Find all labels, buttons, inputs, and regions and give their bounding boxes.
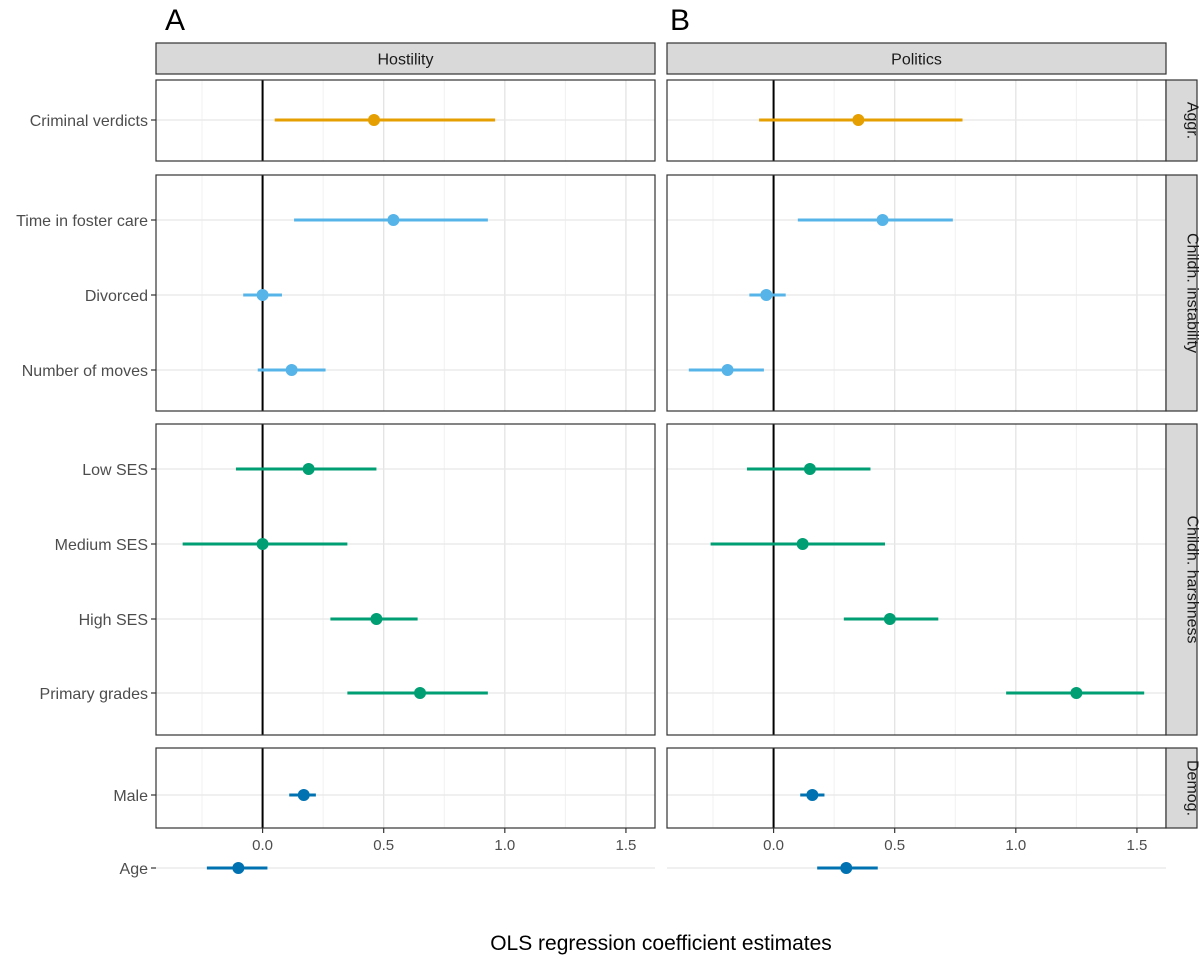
x-tick-label: 0.5	[373, 837, 394, 854]
y-tick-label-time-in-foster-care: Time in foster care	[16, 213, 148, 230]
panel-background	[156, 748, 655, 828]
y-tick-label-criminal-verdicts: Criminal verdicts	[30, 113, 148, 130]
panel-border	[155, 747, 656, 829]
facet-strip-label-childh-harshness: Childh. harshness	[1184, 515, 1200, 643]
estimate-point-politics-male	[806, 789, 819, 801]
estimate-point-politics-medium-ses	[796, 538, 809, 550]
estimate-point-hostility-medium-ses	[256, 538, 269, 550]
facet-strip-label-hostility: Hostility	[377, 52, 433, 69]
y-tick-label-age: Age	[120, 861, 149, 878]
estimate-point-politics-primary-grades	[1070, 687, 1083, 699]
x-axis-title: OLS regression coefficient estimates	[490, 932, 832, 955]
estimate-point-politics-time-in-foster-care	[876, 214, 889, 226]
facet-strip-label-demog: Demog.	[1184, 760, 1200, 816]
panel-label-a: A	[165, 4, 185, 37]
estimate-point-hostility-primary-grades	[414, 687, 427, 699]
panel-label-b: B	[670, 4, 690, 37]
facet-strip-childh-instability	[1165, 174, 1198, 412]
estimate-point-politics-divorced	[760, 289, 773, 301]
panel-background	[156, 175, 655, 411]
panel-border	[155, 423, 656, 736]
y-tick-label-low-ses: Low SES	[82, 462, 148, 479]
panel-background	[667, 175, 1166, 411]
estimate-point-hostility-number-of-moves	[285, 364, 298, 376]
estimate-point-hostility-male	[297, 789, 310, 801]
facet-strip-childh-harshness	[1165, 423, 1198, 736]
x-tick-label: 0.5	[884, 837, 905, 854]
y-tick-label-medium-ses: Medium SES	[55, 537, 148, 554]
panel-background	[667, 748, 1166, 828]
estimate-point-hostility-age	[232, 862, 245, 874]
estimate-point-politics-criminal-verdicts	[852, 114, 865, 126]
facet-strip-label-childh-instability: Childh. instability	[1184, 233, 1200, 353]
x-tick-label: 0.0	[763, 837, 784, 854]
panel-border	[155, 174, 656, 412]
y-tick-label-male: Male	[113, 788, 148, 805]
estimate-point-hostility-high-ses	[370, 613, 383, 625]
estimate-point-politics-high-ses	[883, 613, 896, 625]
facet-strip-label-aggr: Aggr.	[1184, 102, 1200, 139]
x-tick-label: 1.0	[1005, 837, 1026, 854]
y-tick-label-primary-grades: Primary grades	[40, 686, 148, 703]
facet-strip-hostility	[155, 42, 656, 75]
x-tick-label: 1.0	[494, 837, 515, 854]
estimate-point-hostility-time-in-foster-care	[387, 214, 400, 226]
facet-strip-label-politics: Politics	[891, 52, 942, 69]
x-tick-label: 1.5	[616, 837, 637, 854]
facet-strip-demog	[1165, 747, 1198, 829]
x-tick-label: 0.0	[252, 837, 273, 854]
estimate-point-hostility-divorced	[256, 289, 269, 301]
estimate-point-hostility-criminal-verdicts	[368, 114, 381, 126]
estimate-point-politics-age	[840, 862, 853, 874]
y-tick-label-high-ses: High SES	[79, 612, 148, 629]
y-tick-label-divorced: Divorced	[85, 288, 148, 305]
facet-strip-aggr	[1165, 79, 1198, 162]
plot-area: Hostility Politics Aggr. Criminal verdicts C…	[16, 42, 1200, 878]
estimate-point-politics-low-ses	[803, 463, 816, 475]
estimate-point-hostility-low-ses	[302, 463, 315, 475]
y-tick-label-number-of-moves: Number of moves	[22, 363, 148, 380]
x-tick-label: 1.5	[1127, 837, 1148, 854]
facet-strip-politics	[666, 42, 1167, 75]
panel-background	[156, 424, 655, 735]
panel-background	[667, 424, 1166, 735]
estimate-point-politics-number-of-moves	[721, 364, 734, 376]
